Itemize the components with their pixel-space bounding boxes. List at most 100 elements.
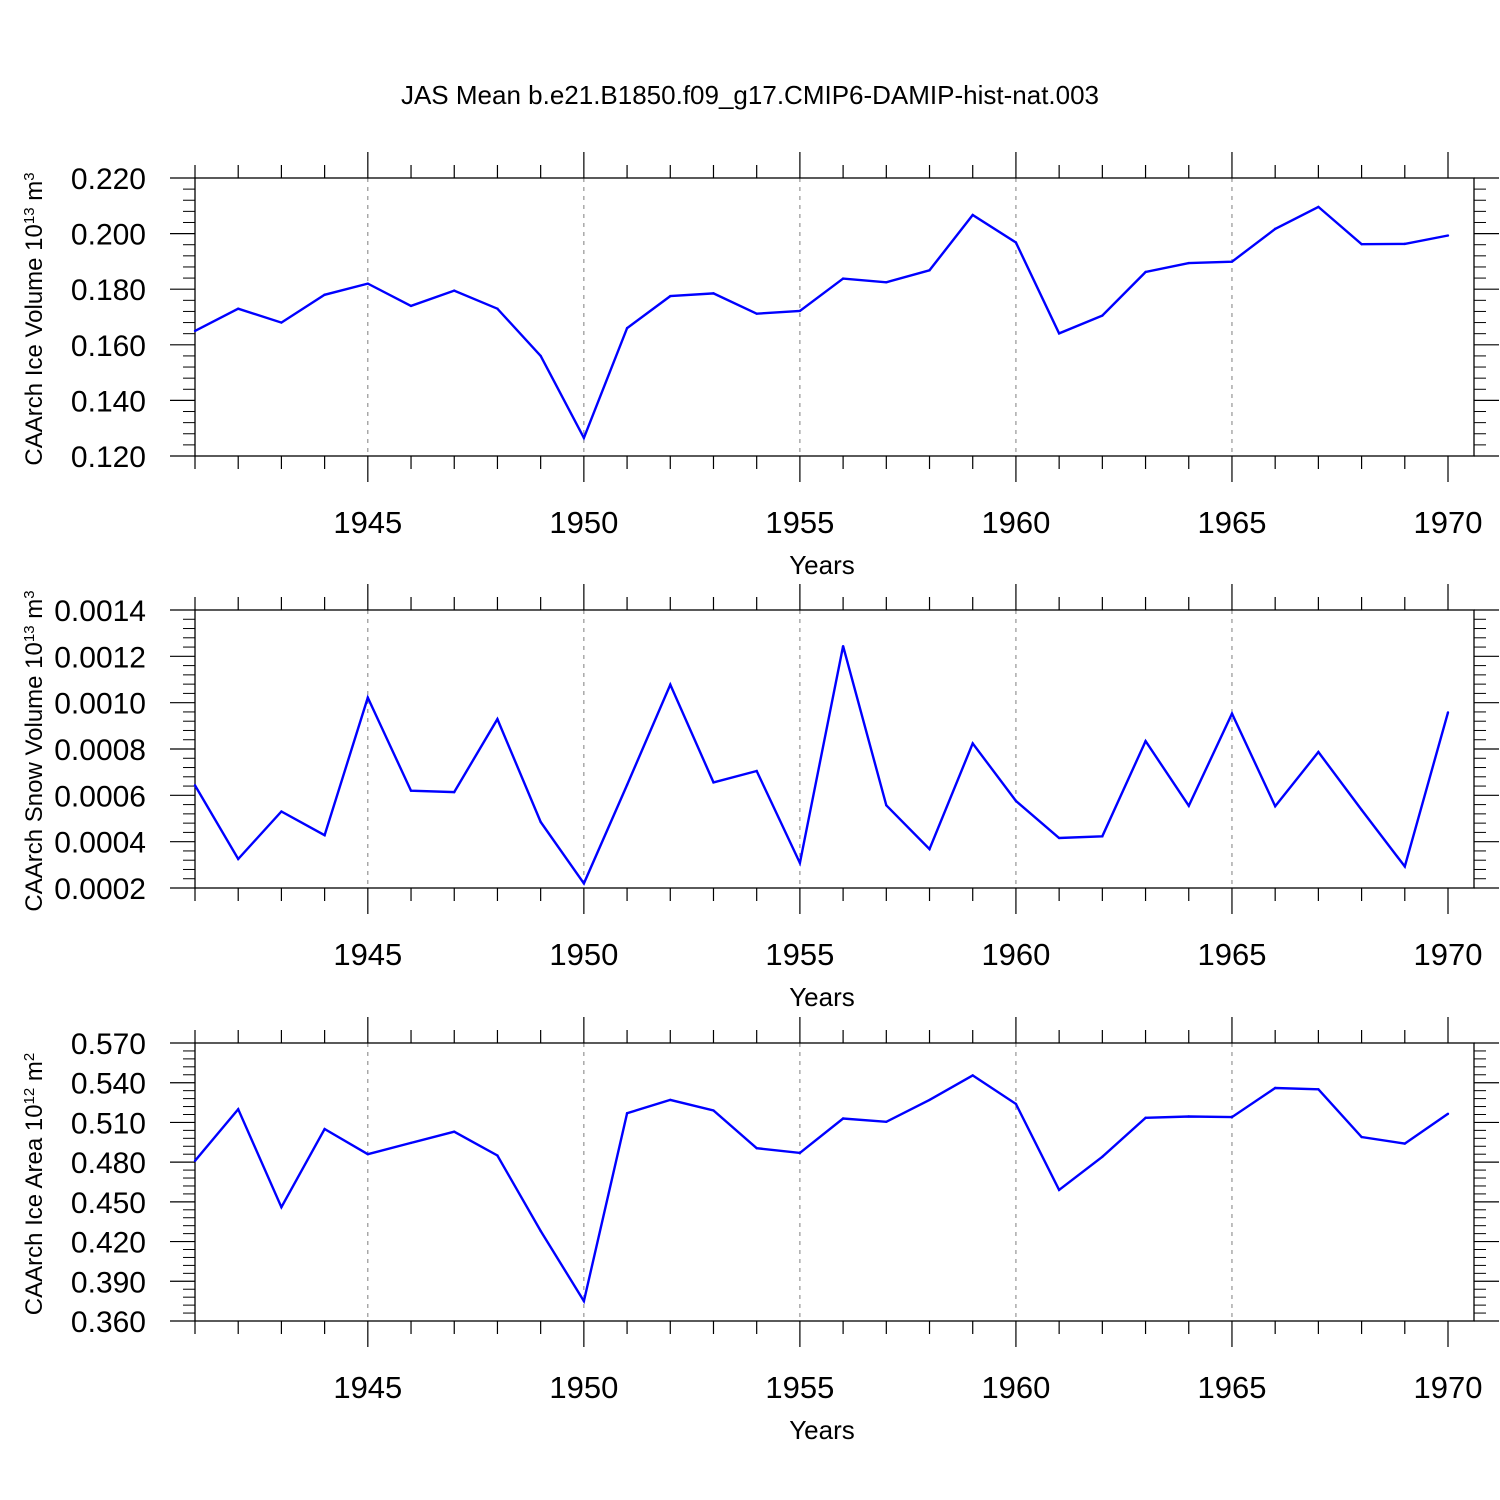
data-point [669,683,672,686]
data-point [1230,1115,1234,1119]
data-point [1230,712,1234,715]
data-point [1014,241,1018,244]
data-point [1317,750,1320,754]
data-point [366,282,370,285]
data-point [625,783,629,787]
data-point [798,1151,802,1155]
data-point [539,1229,542,1233]
data-point [755,312,758,315]
y-axis-label-part: CAArch Ice Area 10 [21,1104,48,1315]
data-point [669,294,672,298]
x-tick-label: 1960 [981,1370,1050,1405]
data-point [1446,234,1450,237]
y-tick-label: 0.0010 [54,688,146,721]
x-tick-label: 1950 [549,937,618,972]
data-point [1317,1088,1320,1091]
data-point [971,742,974,745]
data-point [1057,836,1061,840]
data-point [1057,1188,1061,1192]
data-point [409,1141,413,1145]
data-point [1403,1142,1406,1145]
y-axis-label: CAArch Ice Volume 1013 m3 [21,172,48,465]
y-axis-label-superscript: 13 [21,207,38,224]
x-tick-label: 1970 [1414,1370,1483,1405]
x-tick-label: 1945 [333,937,402,972]
data-point [712,292,715,295]
y-tick-label: 0.180 [71,274,146,307]
data-point [237,857,240,861]
data-point [539,354,542,358]
y-axis-label-part: m [21,599,48,626]
data-point [1446,711,1450,714]
x-tick-label: 1965 [1197,937,1266,972]
data-point [798,309,802,313]
data-point [496,717,499,721]
data-point [755,769,758,773]
y-tick-label: 0.0004 [54,827,146,860]
data-point [841,277,845,280]
data-point [1273,227,1277,231]
data-point [453,289,456,292]
data-point [1403,865,1406,868]
data-point [1403,242,1406,246]
data-point [453,1130,456,1133]
data-point [366,1153,370,1156]
x-tick-label: 1950 [549,505,618,540]
data-point [971,213,974,217]
x-tick-label: 1965 [1197,505,1266,540]
data-point [193,1159,197,1163]
y-tick-label: 0.390 [71,1266,146,1299]
data-point [1360,1135,1363,1139]
data-point [496,307,499,310]
x-tick-label: 1960 [981,937,1050,972]
y-tick-label: 0.540 [71,1068,146,1101]
series-line [194,1073,1449,1305]
y-tick-label: 0.0006 [54,780,146,813]
y-tick-label: 0.140 [71,385,146,418]
y-tick-label: 0.420 [71,1227,146,1260]
x-tick-label: 1965 [1197,1370,1266,1405]
data-point [280,1205,283,1209]
data-point [1187,261,1190,265]
data-point [1360,808,1363,812]
y-axis-label-part: m [21,181,48,208]
data-point [798,861,802,865]
y-axis-label-part: CAArch Snow Volume 10 [21,642,48,911]
data-point [928,1098,931,1102]
y-axis-label-superscript: 3 [21,172,38,180]
data-point [1230,260,1234,263]
data-point [712,781,715,784]
y-tick-label: 0.160 [71,330,146,363]
x-tick-label: 1945 [333,505,402,540]
series-line [194,205,1449,441]
data-point [237,1107,240,1111]
data-point [841,1117,845,1120]
data-point [1101,1155,1104,1159]
panel-1: 0.120 0.140 0.160 0.180 0.200 0.220 1945 1950 19… [21,152,1499,580]
x-axis-label: Years [789,550,855,580]
data-point [1360,242,1363,246]
y-axis-label: CAArch Snow Volume 1013 m3 [21,590,48,911]
x-tick-label: 1970 [1414,505,1483,540]
data-point [453,790,456,794]
data-point [582,882,586,885]
y-tick-label: 0.120 [71,441,146,474]
x-tick-label: 1955 [765,1370,834,1405]
data-point [928,847,931,851]
data-point [323,293,326,296]
data-point [409,304,413,308]
panel-3: 0.360 0.390 0.420 0.450 0.480 0.510 0.540 0.570… [21,1017,1499,1445]
data-point [885,281,888,284]
x-tick-label: 1950 [549,1370,618,1405]
data-point [755,1147,758,1150]
data-point [625,1111,629,1115]
y-tick-label: 0.220 [71,163,146,196]
data-point [539,820,542,824]
data-point [1187,804,1190,807]
panels: 0.120 0.140 0.160 0.180 0.200 0.220 1945 1950 19… [21,152,1499,1445]
y-axis-label-superscript: 3 [21,590,38,598]
y-tick-label: 0.0002 [54,873,146,906]
data-point [1144,270,1147,274]
x-axis-label: Years [789,982,855,1012]
